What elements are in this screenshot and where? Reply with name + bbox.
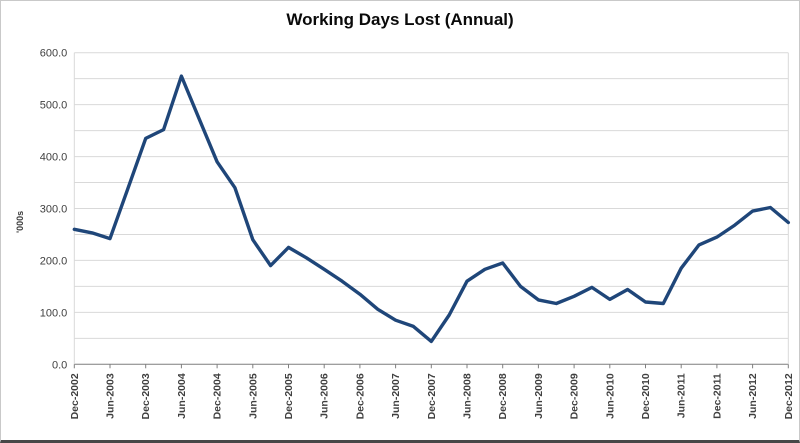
x-tick-label: Dec-2004 (212, 373, 224, 419)
y-tick-label: 600.0 (40, 48, 68, 60)
x-tick-label: Jun-2006 (319, 373, 331, 419)
x-tick-label: Jun-2004 (176, 373, 188, 419)
y-tick-label: 200.0 (40, 255, 68, 267)
y-tick-label: 500.0 (40, 100, 68, 112)
y-tick-label: 300.0 (40, 204, 68, 216)
x-tick-label: Dec-2003 (140, 373, 152, 419)
x-tick-label: Dec-2007 (426, 373, 438, 419)
y-tick-label: 400.0 (40, 152, 68, 164)
x-tick-label: Jun-2010 (604, 373, 616, 419)
y-tick-label: 0.0 (52, 359, 67, 371)
y-tick-label: 100.0 (40, 307, 68, 319)
x-tick-label: Dec-2008 (497, 373, 509, 419)
x-tick-label: Jun-2005 (247, 373, 259, 419)
x-tick-label: Jun-2007 (390, 373, 402, 419)
x-tick-label: Jun-2009 (533, 373, 545, 419)
x-tick-label: Dec-2011 (711, 373, 723, 419)
x-tick-label: Dec-2012 (783, 373, 795, 419)
x-tick-label: Jun-2011 (676, 373, 688, 418)
x-tick-label: Dec-2002 (69, 373, 81, 419)
x-tick-label: Jun-2008 (462, 373, 474, 419)
series-line (72, 74, 790, 344)
x-tick-label: Jun-2003 (105, 373, 117, 419)
x-tick-label: Dec-2005 (283, 373, 295, 419)
x-tick-label: Dec-2006 (354, 373, 366, 419)
chart-title: Working Days Lost (Annual) (286, 10, 514, 29)
x-tick-label: Jun-2012 (747, 373, 759, 419)
x-tick-label: Dec-2010 (640, 373, 652, 419)
x-tick-label: Dec-2009 (569, 373, 581, 419)
